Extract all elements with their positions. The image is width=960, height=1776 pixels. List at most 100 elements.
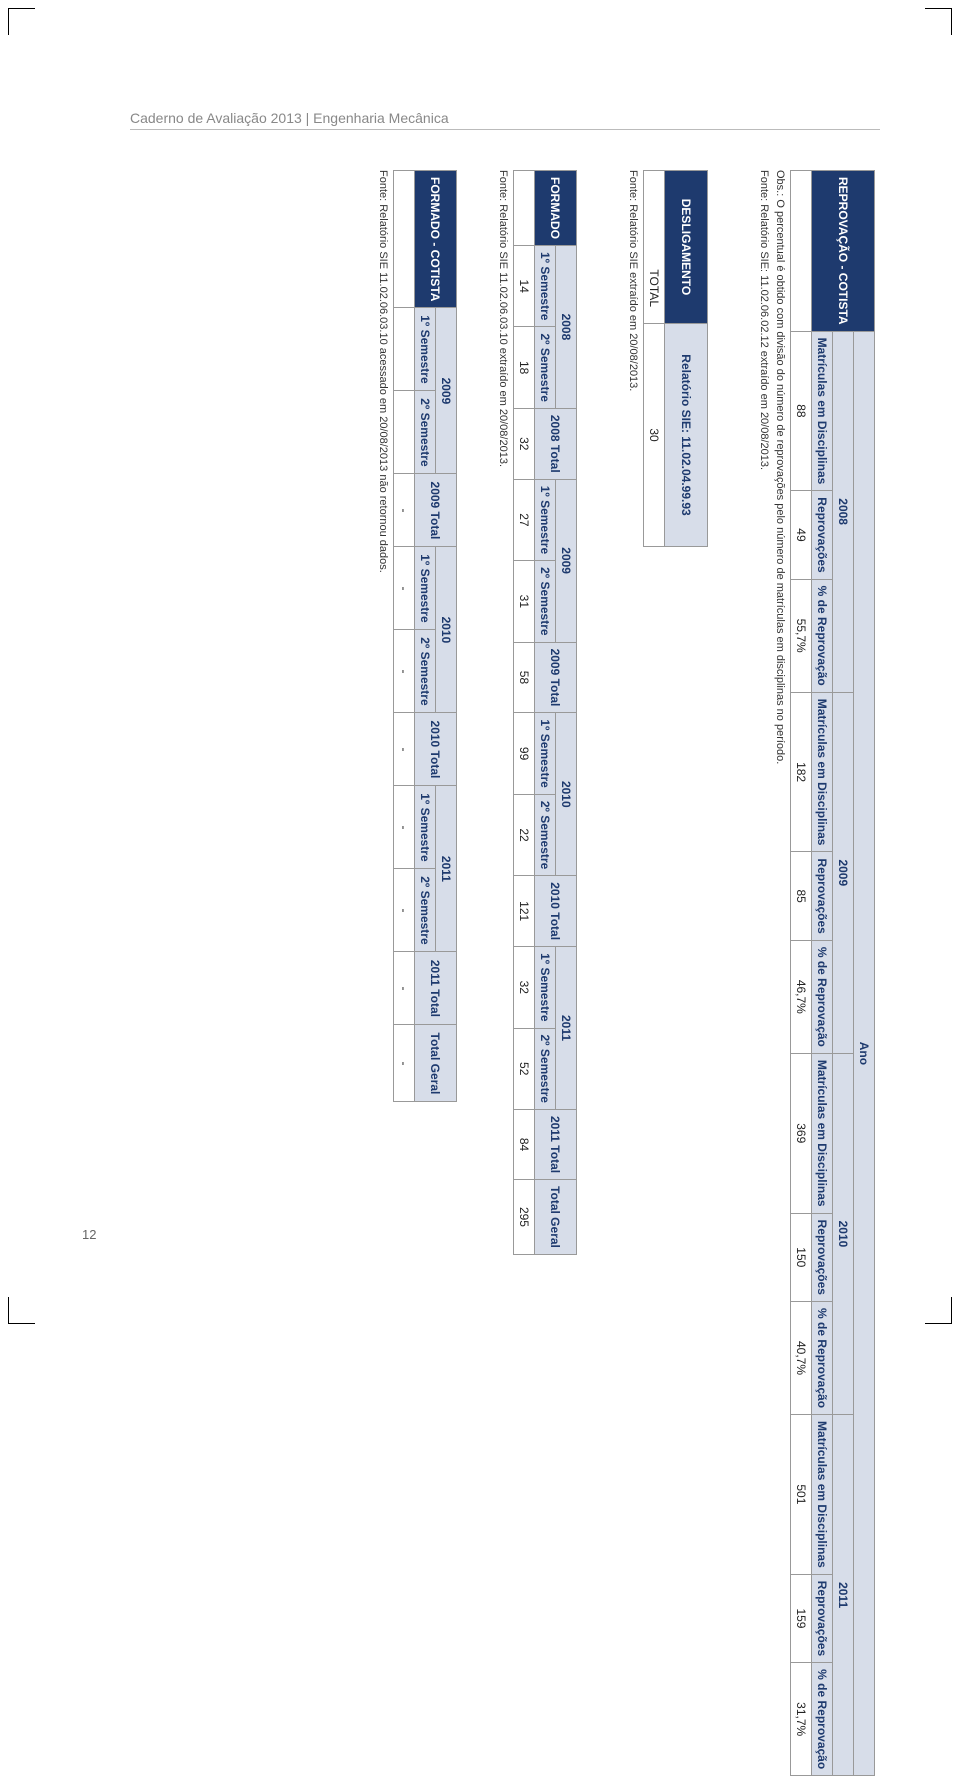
crop-mark <box>8 1297 35 1324</box>
year-header: 2009 <box>833 692 854 1053</box>
desligamento-block: DESLIGAMENTO Relatório SIE: 11.02.04.99.… <box>627 170 708 1230</box>
year-header: 2011 <box>833 1415 854 1776</box>
grand-total-header: Total Geral <box>535 1180 577 1255</box>
obs-note: Obs.: O percentual é obtido com divisão … <box>774 170 786 1230</box>
year-header: 2011 <box>556 947 577 1110</box>
year-header: 2010 <box>436 547 457 713</box>
table-row: TOTAL 30 <box>644 171 665 547</box>
cell: 159 <box>791 1574 812 1662</box>
sub-header: Reprovações <box>812 1574 833 1662</box>
cell: 295 <box>514 1180 535 1255</box>
cell: 32 <box>514 408 535 479</box>
sub-header: % de Reprovação <box>812 1301 833 1414</box>
table-row: 14 18 32 27 31 58 99 22 121 32 52 84 295 <box>514 171 535 1255</box>
cell: - <box>394 713 415 786</box>
cell <box>394 391 415 474</box>
cell: 369 <box>791 1053 812 1213</box>
page-header: Caderno de Avaliação 2013 | Engenharia M… <box>130 110 880 130</box>
sem-header: 2º Semestre <box>535 1028 556 1109</box>
table-row: - - - - - - - - <box>394 171 415 1102</box>
sem-header: 2º Semestre <box>415 391 436 474</box>
sub-header: Matrículas em Disciplinas <box>812 692 833 852</box>
sub-header: % de Reprovação <box>812 940 833 1053</box>
cell: 22 <box>514 794 535 875</box>
formado-cotista-table: FORMADO - COTISTA 2009 2009 Total 2010 2… <box>393 170 457 1102</box>
sub-header: Reprovações <box>812 852 833 940</box>
year-header: 2010 <box>833 1053 854 1414</box>
cell: 49 <box>791 491 812 579</box>
sem-header: 2º Semestre <box>535 327 556 408</box>
cell: - <box>394 952 415 1025</box>
cell: 31,7% <box>791 1663 812 1776</box>
total-header: 2009 Total <box>535 642 577 713</box>
sub-header: % de Reprovação <box>812 579 833 692</box>
cell: 182 <box>791 692 812 852</box>
cell: 18 <box>514 327 535 408</box>
sub-header: Reprovações <box>812 491 833 579</box>
fonte-note: Fonte: Relatório SIE 11.02.06.03.10 aces… <box>377 170 389 1230</box>
cell: 52 <box>514 1028 535 1109</box>
total-header: 2008 Total <box>535 408 577 479</box>
cell: - <box>394 630 415 713</box>
sub-header: Matrículas em Disciplinas <box>812 331 833 491</box>
sub-header: Matrículas em Disciplinas <box>812 1053 833 1213</box>
cell: - <box>394 1025 415 1102</box>
crop-mark <box>8 8 35 35</box>
cell: 55,7% <box>791 579 812 692</box>
formado-cotista-block: FORMADO - COTISTA 2009 2009 Total 2010 2… <box>377 170 457 1230</box>
sem-header: 2º Semestre <box>535 794 556 875</box>
total-header: 2011 Total <box>415 952 457 1025</box>
formado-table: FORMADO 2008 2008 Total 2009 2009 Total … <box>513 170 577 1255</box>
sem-header: 2º Semestre <box>415 869 436 952</box>
cell: 14 <box>514 246 535 327</box>
sem-header: 1º Semestre <box>415 547 436 630</box>
grand-total-header: Total Geral <box>415 1025 457 1102</box>
year-header: 2009 <box>556 479 577 642</box>
cell: 58 <box>514 642 535 713</box>
desligamento-table: DESLIGAMENTO Relatório SIE: 11.02.04.99.… <box>643 170 708 547</box>
sub-header: % de Reprovação <box>812 1663 833 1776</box>
total-label: TOTAL <box>644 171 665 324</box>
year-header: 2008 <box>833 331 854 692</box>
cell: 84 <box>514 1109 535 1179</box>
table-row: 88 49 55,7% 182 85 46,7% 369 150 40,7% 5… <box>791 171 812 1776</box>
sub-header: Matrículas em Disciplinas <box>812 1415 833 1575</box>
cell: 150 <box>791 1213 812 1301</box>
formado-cotista-title: FORMADO - COTISTA <box>415 171 457 308</box>
formado-title: FORMADO <box>535 171 577 246</box>
year-header: 2010 <box>556 713 577 876</box>
total-header: 2011 Total <box>535 1109 577 1179</box>
cell: 46,7% <box>791 940 812 1053</box>
total-header: 2010 Total <box>535 876 577 947</box>
desligamento-title: DESLIGAMENTO <box>665 171 708 324</box>
year-header: 2009 <box>436 308 457 474</box>
sem-header: 1º Semestre <box>535 246 556 327</box>
cell: - <box>394 474 415 547</box>
sem-header: 1º Semestre <box>535 479 556 560</box>
total-header: 2010 Total <box>415 713 457 786</box>
total-header: 2009 Total <box>415 474 457 547</box>
cell: 32 <box>514 947 535 1028</box>
cell: - <box>394 869 415 952</box>
desligamento-col-header: Relatório SIE: 11.02.04.99.93 <box>665 324 708 547</box>
cell: 85 <box>791 852 812 940</box>
cell: 99 <box>514 713 535 794</box>
cell: 31 <box>514 561 535 642</box>
cell: 121 <box>514 876 535 947</box>
reprovacao-title: REPROVAÇÃO - COTISTA <box>812 171 875 332</box>
reprovacao-cotista-block: REPROVAÇÃO - COTISTA Ano 2008 2009 2010 … <box>758 170 875 1230</box>
sem-header: 2º Semestre <box>535 561 556 642</box>
reprovacao-cotista-table: REPROVAÇÃO - COTISTA Ano 2008 2009 2010 … <box>790 170 875 1776</box>
crop-mark <box>925 8 952 35</box>
fonte-note: Fonte: Relatório SIE 11.02.06.03.10 extr… <box>497 170 509 1230</box>
year-header: 2011 <box>436 786 457 952</box>
formado-block: FORMADO 2008 2008 Total 2009 2009 Total … <box>497 170 577 1230</box>
sem-header: 1º Semestre <box>535 713 556 794</box>
sem-header: 2º Semestre <box>415 630 436 713</box>
ano-header: Ano <box>854 331 875 1776</box>
total-value: 30 <box>644 324 665 547</box>
year-header: 2008 <box>556 246 577 409</box>
cell <box>394 308 415 391</box>
cell: - <box>394 786 415 869</box>
sem-header: 1º Semestre <box>535 947 556 1028</box>
